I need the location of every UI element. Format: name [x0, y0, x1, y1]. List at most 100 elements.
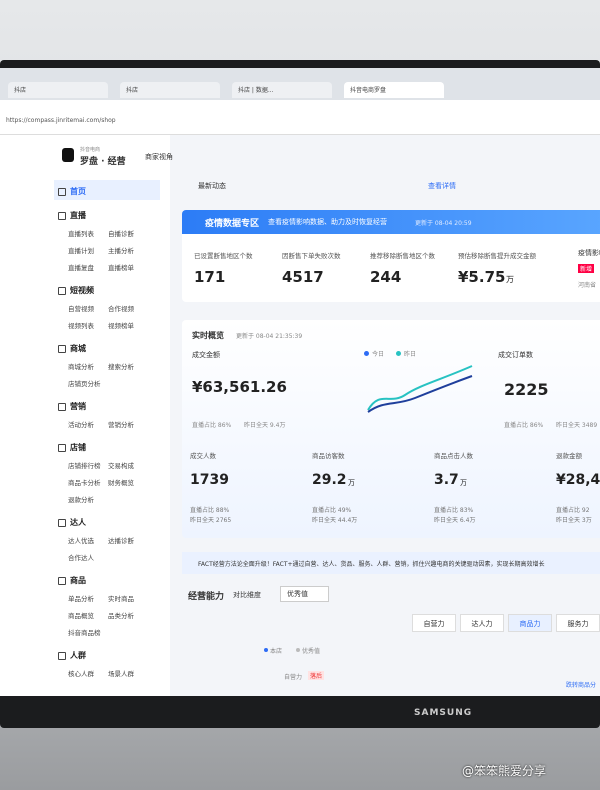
menu-item[interactable]: 自播诊断: [108, 230, 134, 238]
gmv-value: ¥63,561.26: [192, 378, 287, 396]
epidemic-header: [182, 210, 600, 234]
realtime-card: [182, 320, 600, 538]
legend-dot: [396, 351, 401, 356]
menu-icon: [58, 345, 66, 353]
metric-value: 3.7: [434, 472, 459, 488]
menu-section[interactable]: 店铺: [70, 443, 86, 452]
metric-label: 预估移除断售提升成交金额: [458, 252, 536, 260]
epidemic-updated: 更新于 08-04 20:59: [415, 220, 472, 227]
compare-label: 对比维度: [233, 591, 261, 599]
menu-section[interactable]: 短视频: [70, 286, 94, 295]
menu-item[interactable]: 营销分析: [108, 421, 134, 429]
menu-item[interactable]: 商品概览: [68, 612, 94, 620]
menu-item[interactable]: 达播诊断: [108, 537, 134, 545]
legend-dot: [364, 351, 369, 356]
menu-item[interactable]: 搜索分析: [108, 363, 134, 371]
menu-item[interactable]: 商城分析: [68, 363, 94, 371]
menu-item[interactable]: 店铺页分析: [68, 380, 101, 388]
menu-icon: [58, 188, 66, 196]
gmv-note: 直播占比 86%: [192, 422, 232, 429]
menu-item[interactable]: 合作视频: [108, 305, 134, 313]
menu-item[interactable]: 活动分析: [68, 421, 94, 429]
browser-tab[interactable]: 抖音电商罗盘: [344, 82, 444, 98]
metric-value: 171: [194, 268, 226, 286]
menu-item[interactable]: 财务概览: [108, 479, 134, 487]
menu-item[interactable]: 场景人群: [108, 670, 134, 678]
view-switch[interactable]: 商家视角: [145, 153, 173, 161]
metric-value: 1739: [190, 472, 229, 488]
menu-icon: [58, 652, 66, 660]
menu-item[interactable]: 自营视频: [68, 305, 94, 313]
notice: FACT经营方法论全面升级！FACT+通过自营、达人、货品、服务、人群、营销，抓…: [198, 561, 545, 568]
metric-value: ¥28,4: [556, 472, 600, 488]
menu-section[interactable]: 商品: [70, 576, 86, 585]
menu-section[interactable]: 商城: [70, 344, 86, 353]
metric-label: 推荐移除断售地区个数: [370, 252, 435, 260]
gmv-note: 昨日全天 9.4万: [244, 422, 286, 429]
menu-item[interactable]: 实时商品: [108, 595, 134, 603]
logo-icon: [62, 148, 74, 162]
menu-section[interactable]: 直播: [70, 211, 86, 220]
menu-icon: [58, 287, 66, 295]
metric-note: 直播占比 49%: [312, 507, 352, 514]
news-label: 最新动态: [198, 182, 226, 190]
news-link[interactable]: 查看详情: [428, 182, 456, 190]
trend-yesterday: [367, 365, 473, 411]
menu-item[interactable]: 直播复盘: [68, 264, 94, 272]
screen: https://compass.jinritemai.com/shop 抖音电商…: [0, 68, 600, 696]
ability-tab[interactable]: 服务力: [556, 614, 600, 632]
menu-item[interactable]: 抖音商品榜: [68, 629, 101, 637]
metric-label: 商品点击人数: [434, 452, 473, 460]
ability-tab[interactable]: 自营力: [412, 614, 456, 632]
compare-select[interactable]: 优秀值: [280, 586, 329, 602]
browser-tab[interactable]: 抖店: [120, 82, 220, 98]
menu-item[interactable]: 视频榜单: [108, 322, 134, 330]
menu-item[interactable]: 直播列表: [68, 230, 94, 238]
menu-item[interactable]: 单品分析: [68, 595, 94, 603]
menu-item[interactable]: 合作达人: [68, 554, 94, 562]
menu-item[interactable]: 店铺排行榜: [68, 462, 101, 470]
menu-section[interactable]: 首页: [70, 187, 86, 196]
menu-item[interactable]: 品类分析: [108, 612, 134, 620]
gmv-label: 成交金额: [192, 351, 220, 359]
menu-icon: [58, 444, 66, 452]
menu-item[interactable]: 退款分析: [68, 496, 94, 504]
metric-note: 昨日全天 6.4万: [434, 517, 476, 524]
ability-tab[interactable]: 达人力: [460, 614, 504, 632]
menu-item[interactable]: 直播计划: [68, 247, 94, 255]
menu-icon: [58, 212, 66, 220]
legend-dot: [264, 648, 268, 652]
browser-tab[interactable]: 抖店 | 数据...: [232, 82, 332, 98]
menu-item[interactable]: 直播榜单: [108, 264, 134, 272]
browser-tab[interactable]: 抖店: [8, 82, 108, 98]
metric-value: 29.2: [312, 472, 347, 488]
menu-section[interactable]: 营销: [70, 402, 86, 411]
side-note: 河南省: [578, 282, 597, 289]
metric-label: 商品访客数: [312, 452, 345, 460]
ability-tag: 落后: [308, 671, 325, 680]
menu-section[interactable]: 人群: [70, 651, 86, 660]
menu-item[interactable]: 商品卡分析: [68, 479, 101, 487]
watermark: @笨笨熊爱分享: [462, 764, 547, 778]
menu-item[interactable]: 交易构成: [108, 462, 134, 470]
monitor-brand: SAMSUNG: [414, 708, 473, 718]
right-label: 跌转商品分: [566, 682, 597, 689]
menu-item[interactable]: 视频列表: [68, 322, 94, 330]
side-label: 疫情影响: [578, 249, 600, 257]
orders-note: 昨日全天 3489: [556, 422, 598, 429]
url[interactable]: https://compass.jinritemai.com/shop: [6, 117, 116, 124]
metric-unit: 万: [348, 479, 355, 487]
menu-item[interactable]: 核心人群: [68, 670, 94, 678]
menu-section[interactable]: 达人: [70, 518, 86, 527]
metric-note: 昨日全天 44.4万: [312, 517, 358, 524]
ability-tab[interactable]: 商品力: [508, 614, 552, 632]
legend-label: 昨日: [404, 351, 417, 358]
metric-value: 244: [370, 268, 402, 286]
orders-value: 2225: [504, 380, 549, 399]
trend-chart: [367, 365, 473, 413]
metric-value: ¥5.75: [458, 268, 506, 286]
metric-unit: 万: [506, 275, 514, 284]
menu-item[interactable]: 主播分析: [108, 247, 134, 255]
menu-item[interactable]: 达人优选: [68, 537, 94, 545]
